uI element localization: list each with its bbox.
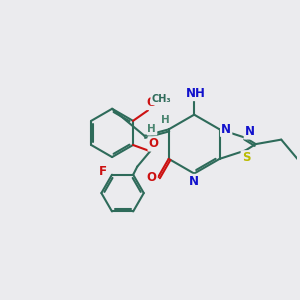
Text: H: H	[148, 124, 156, 134]
Text: CH₃: CH₃	[152, 94, 171, 104]
Text: S: S	[242, 151, 250, 164]
Text: N: N	[189, 175, 199, 188]
Text: F: F	[99, 165, 106, 178]
Text: H: H	[161, 115, 170, 125]
Text: N: N	[245, 125, 255, 138]
Text: NH: NH	[186, 87, 206, 100]
Text: O: O	[147, 171, 157, 184]
Text: O: O	[146, 96, 157, 109]
Text: O: O	[149, 137, 159, 150]
Text: N: N	[221, 123, 231, 136]
